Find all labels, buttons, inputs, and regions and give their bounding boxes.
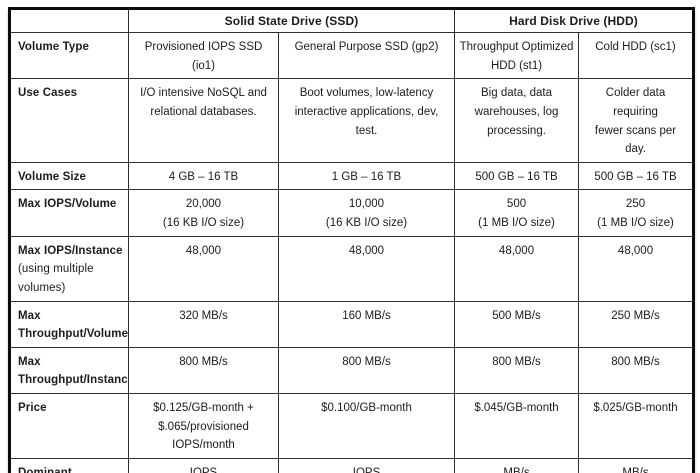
cell-max-throughput-instance-st1: 800 MB/s — [454, 346, 580, 395]
ebs-volume-comparison-table: Solid State Drive (SSD) Hard Disk Drive … — [8, 7, 696, 473]
cell-max-iops-instance-st1: 48,000 — [454, 235, 580, 302]
cell-volume-size-gp2: 1 GB – 16 TB — [277, 161, 456, 191]
cell-volume-type-gp2: General Purpose SSD (gp2) — [277, 31, 456, 80]
corner-cell — [9, 8, 129, 33]
cell-max-iops-volume-io1: 20,000 (16 KB I/O size) — [128, 189, 279, 237]
table-row-dominant-performance-attribute: Dominant Performance Attribute IOPS IOPS… — [9, 457, 695, 473]
cell-price-sc1: $.025/GB-month — [578, 393, 695, 459]
group-header-hdd: Hard Disk Drive (HDD) — [454, 8, 695, 33]
table-row-max-throughput-instance: Max Throughput/Instance 800 MB/s 800 MB/… — [9, 346, 695, 395]
row-label-price: Price — [9, 393, 129, 459]
row-label-use-cases: Use Cases — [9, 78, 129, 163]
cell-price-gp2: $0.100/GB-month — [277, 393, 456, 459]
cell-price-io1: $0.125/GB-month + $.065/provisioned IOPS… — [128, 393, 279, 459]
cell-max-throughput-instance-gp2: 800 MB/s — [277, 346, 456, 395]
table-row-max-iops-instance: Max IOPS/Instance (using multiple volumes… — [9, 235, 695, 302]
table-row-use-cases: Use Cases I/O intensive NoSQL and relati… — [9, 78, 695, 163]
row-label-sub: (using multiple volumes) — [18, 263, 94, 294]
table-row-max-throughput-volume: Max Throughput/Volume 320 MB/s 160 MB/s … — [9, 300, 695, 348]
row-label-max-iops-volume: Max IOPS/Volume — [9, 189, 129, 237]
table-row-volume-size: Volume Size 4 GB – 16 TB 1 GB – 16 TB 50… — [9, 161, 695, 191]
cell-max-throughput-volume-st1: 500 MB/s — [454, 300, 580, 348]
cell-use-cases-sc1: Colder data requiring fewer scans per da… — [578, 78, 695, 163]
cell-volume-type-st1: Throughput Optimized HDD (st1) — [454, 31, 580, 80]
row-label-max-iops-instance: Max IOPS/Instance (using multiple volumes… — [9, 235, 129, 302]
cell-volume-size-io1: 4 GB – 16 TB — [128, 161, 279, 191]
row-label-volume-size: Volume Size — [9, 161, 129, 191]
group-header-row: Solid State Drive (SSD) Hard Disk Drive … — [9, 8, 695, 33]
cell-use-cases-gp2: Boot volumes, low-latency interactive ap… — [277, 78, 456, 163]
cell-volume-type-io1: Provisioned IOPS SSD (io1) — [128, 31, 279, 80]
cell-dominant-attribute-io1: IOPS — [128, 457, 279, 473]
cell-volume-size-sc1: 500 GB – 16 TB — [578, 161, 695, 191]
cell-volume-size-st1: 500 GB – 16 TB — [454, 161, 580, 191]
row-label-max-throughput-volume: Max Throughput/Volume — [9, 300, 129, 348]
cell-max-throughput-instance-sc1: 800 MB/s — [578, 346, 695, 395]
row-label-max-throughput-instance: Max Throughput/Instance — [9, 346, 129, 395]
row-label-volume-type: Volume Type — [9, 31, 129, 80]
row-label-dominant-performance-attribute: Dominant Performance Attribute — [9, 457, 129, 473]
row-label-main: Max IOPS/Instance — [18, 244, 123, 257]
cell-max-iops-volume-st1: 500 (1 MB I/O size) — [454, 189, 580, 237]
cell-dominant-attribute-sc1: MB/s — [578, 457, 695, 473]
group-header-ssd: Solid State Drive (SSD) — [127, 8, 456, 33]
table-row-price: Price $0.125/GB-month + $.065/provisione… — [9, 393, 695, 459]
table-row-max-iops-volume: Max IOPS/Volume 20,000 (16 KB I/O size) … — [9, 189, 695, 237]
cell-max-iops-volume-gp2: 10,000 (16 KB I/O size) — [277, 189, 456, 237]
cell-max-iops-instance-sc1: 48,000 — [578, 235, 695, 302]
cell-max-throughput-volume-sc1: 250 MB/s — [578, 300, 695, 348]
cell-max-throughput-volume-io1: 320 MB/s — [128, 300, 279, 348]
cell-max-iops-instance-gp2: 48,000 — [277, 235, 456, 302]
cell-use-cases-st1: Big data, data warehouses, log processin… — [454, 78, 580, 163]
cell-use-cases-io1: I/O intensive NoSQL and relational datab… — [128, 78, 279, 163]
cell-max-throughput-instance-io1: 800 MB/s — [128, 346, 279, 395]
cell-max-iops-volume-sc1: 250 (1 MB I/O size) — [578, 189, 695, 237]
cell-price-st1: $.045/GB-month — [454, 393, 580, 459]
cell-max-iops-instance-io1: 48,000 — [128, 235, 279, 302]
cell-dominant-attribute-gp2: IOPS — [277, 457, 456, 473]
cell-max-throughput-volume-gp2: 160 MB/s — [277, 300, 456, 348]
cell-volume-type-sc1: Cold HDD (sc1) — [578, 31, 695, 80]
cell-dominant-attribute-st1: MB/s — [454, 457, 580, 473]
table-row-volume-type: Volume Type Provisioned IOPS SSD (io1) G… — [9, 31, 695, 80]
